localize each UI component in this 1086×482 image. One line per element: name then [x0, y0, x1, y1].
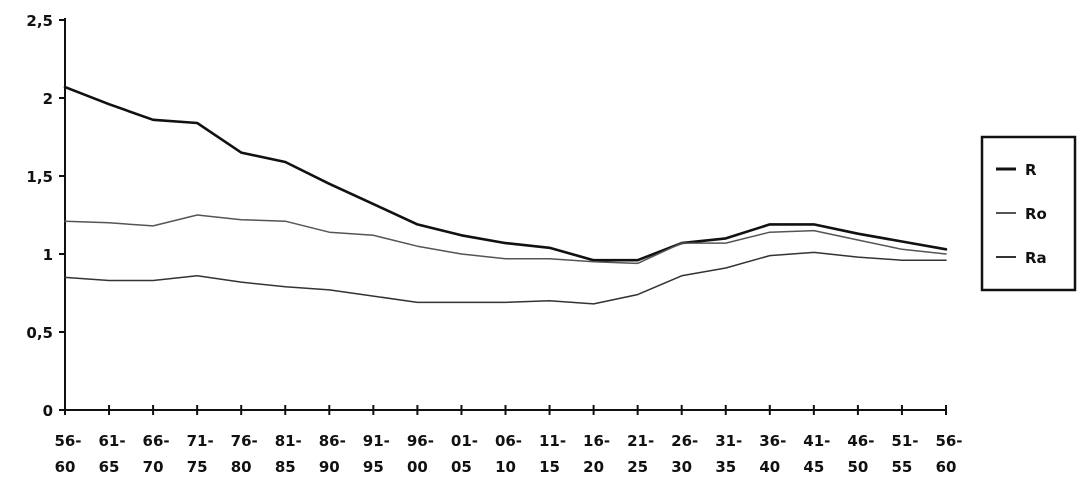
x-tick-label-top: 31-: [715, 432, 742, 450]
x-tick-label-top: 01-: [451, 432, 478, 450]
x-tick-label-top: 71-: [187, 432, 214, 450]
x-tick-label-bottom: 45: [803, 458, 824, 476]
x-tick-label-top: 11-: [539, 432, 566, 450]
x-tick-label-bottom: 00: [407, 458, 428, 476]
x-tick-label-bottom: 35: [715, 458, 736, 476]
series-lines: [63, 85, 948, 305]
x-tick-label-bottom: 10: [495, 458, 516, 476]
x-tick-label-top: 06-: [495, 432, 522, 450]
x-tick-label-bottom: 80: [231, 458, 252, 476]
x-tick-label-bottom: 90: [319, 458, 340, 476]
series-line-r: [63, 85, 948, 262]
series-line-ro: [64, 214, 947, 265]
y-tick-label: 1: [43, 246, 53, 264]
x-tick-label-bottom: 20: [583, 458, 604, 476]
x-tick-label-top: 21-: [627, 432, 654, 450]
x-tick-label-bottom: 65: [99, 458, 120, 476]
x-tick-label-top: 46-: [847, 432, 874, 450]
x-tick-label-bottom: 05: [451, 458, 472, 476]
x-tick-label-top: 56-: [935, 432, 962, 450]
x-tick-label-top: 61-: [98, 432, 125, 450]
x-tick-label-bottom: 55: [892, 458, 913, 476]
legend-label-ra: Ra: [1025, 249, 1047, 267]
x-tick-label-top: 76-: [231, 432, 258, 450]
y-tick-label: 1,5: [26, 168, 53, 186]
x-tick-label-bottom: 85: [275, 458, 296, 476]
x-tick-label-top: 96-: [407, 432, 434, 450]
legend-label-r: R: [1025, 161, 1037, 179]
legend: R Ro Ra: [980, 135, 1077, 292]
x-tick-label-bottom: 15: [539, 458, 560, 476]
x-tick-label-bottom: 30: [671, 458, 692, 476]
y-tick-label: 0,5: [26, 324, 53, 342]
x-axis-ticks: 56- 60 61- 65 66- 70 71- 75 76- 80 81- 85 86- 90 91- 95…: [54, 405, 963, 476]
x-tick-label-top: 16-: [583, 432, 610, 450]
x-tick-label-bottom: 60: [936, 458, 957, 476]
x-tick-label-top: 41-: [803, 432, 830, 450]
x-tick-label-bottom: 25: [627, 458, 648, 476]
x-tick-label-top: 66-: [143, 432, 170, 450]
axes: [64, 18, 946, 411]
x-tick-label-bottom: 40: [759, 458, 780, 476]
series-line-ra: [64, 251, 947, 305]
x-tick-label-top: 86-: [319, 432, 346, 450]
x-tick-label-bottom: 70: [143, 458, 164, 476]
y-tick-label: 2: [43, 90, 53, 108]
x-tick-label-bottom: 95: [363, 458, 384, 476]
x-tick-label-bottom: 50: [847, 458, 868, 476]
x-tick-label-bottom: 60: [55, 458, 76, 476]
x-tick-label-top: 26-: [671, 432, 698, 450]
x-tick-label-bottom: 75: [187, 458, 208, 476]
x-tick-label-top: 51-: [891, 432, 918, 450]
y-tick-label: 0: [43, 402, 53, 420]
x-tick-label-top: 81-: [275, 432, 302, 450]
x-tick-label-top: 36-: [759, 432, 786, 450]
x-tick-label-top: 56-: [54, 432, 81, 450]
y-axis-ticks: 0 0,5 1 1,5 2 2,5: [26, 12, 65, 420]
x-tick-label-top: 91-: [363, 432, 390, 450]
legend-label-ro: Ro: [1025, 205, 1047, 223]
y-tick-label: 2,5: [26, 12, 53, 30]
